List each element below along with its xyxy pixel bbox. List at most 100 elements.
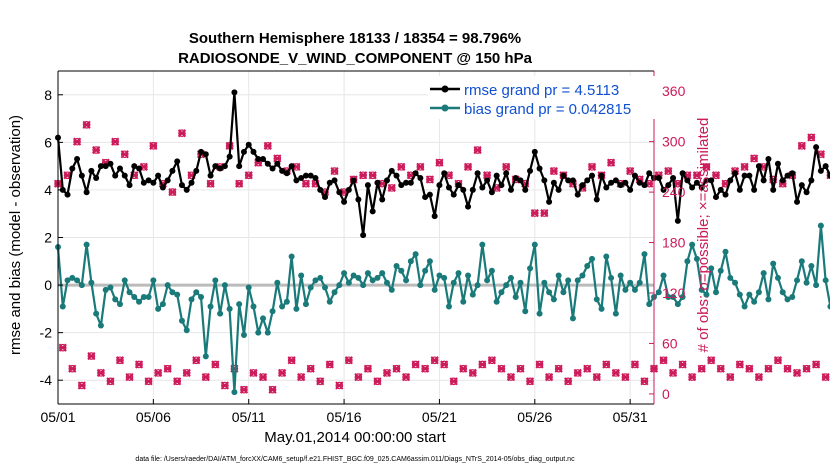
obs-assimilated-point <box>87 351 96 361</box>
obs-assimilated-point <box>306 364 315 373</box>
obs-assimilated-point <box>583 364 592 373</box>
bias-point <box>136 298 143 305</box>
y-tick-label-right: 0 <box>662 386 670 402</box>
bias-point <box>488 267 495 274</box>
rmse-point <box>207 172 214 179</box>
rmse-point <box>183 186 190 193</box>
rmse-point <box>140 179 147 186</box>
x-tick-label: 05/11 <box>232 409 266 425</box>
rmse-point <box>813 144 820 151</box>
rmse-point <box>522 186 529 193</box>
bias-point <box>717 267 724 274</box>
bias-point <box>617 272 624 279</box>
obs-assimilated-point <box>220 381 229 390</box>
rmse-point <box>245 141 252 148</box>
obs-assimilated-point <box>235 179 244 188</box>
rmse-point <box>345 186 352 193</box>
obs-assimilated-point <box>750 154 759 163</box>
bias-point <box>569 315 576 322</box>
bias-point <box>336 282 343 289</box>
obs-assimilated-point <box>754 372 764 382</box>
obs-assimilated-point <box>201 372 210 382</box>
obs-assimilated-point <box>483 171 492 180</box>
bias-point <box>360 282 367 289</box>
rmse-point <box>355 196 362 203</box>
obs-assimilated-point <box>92 145 101 155</box>
obs-assimilated-point <box>773 356 783 365</box>
series-layer <box>55 89 830 396</box>
rmse-point <box>445 184 452 191</box>
rmse-point <box>198 148 205 155</box>
rmse-point <box>312 175 319 182</box>
bias-point <box>722 248 729 255</box>
rmse-point <box>507 186 514 193</box>
rmse-point <box>493 172 500 179</box>
bias-point <box>293 305 300 312</box>
obs-assimilated-point <box>802 364 811 373</box>
y-tick-label-left: 2 <box>44 230 52 246</box>
x-tick-label: 05/26 <box>517 409 552 425</box>
y-tick-label-right: 180 <box>662 235 686 251</box>
rmse-point <box>579 182 586 189</box>
y-tick-label-right: 300 <box>662 134 686 150</box>
obs-assimilated-point <box>606 158 616 167</box>
obs-assimilated-point <box>525 377 535 386</box>
rmse-point <box>755 163 762 170</box>
obs-assimilated-point <box>640 377 649 386</box>
rmse-point <box>612 177 619 184</box>
obs-assimilated-point <box>82 120 91 129</box>
bias-point <box>69 274 76 281</box>
bias-point <box>631 286 638 293</box>
x-tick-label: 05/06 <box>136 409 171 425</box>
bias-point <box>813 282 820 289</box>
bias-point <box>226 305 233 312</box>
bias-point <box>469 291 476 298</box>
bias-point <box>102 286 109 293</box>
bias-point <box>188 296 195 303</box>
rmse-point <box>193 167 200 174</box>
bias-point <box>670 293 677 300</box>
bias-point <box>64 277 71 284</box>
rmse-point <box>746 172 753 179</box>
bias-point <box>546 289 553 296</box>
rmse-point <box>689 184 696 191</box>
legend-box <box>428 76 656 119</box>
bias-point <box>283 298 290 305</box>
obs-assimilated-point <box>544 372 554 382</box>
rmse-point <box>717 186 724 193</box>
rmse-point <box>331 177 338 184</box>
y-tick-label-right: 360 <box>662 83 686 99</box>
rmse-point <box>693 179 700 186</box>
rmse-point <box>97 163 104 170</box>
obs-assimilated-point <box>554 364 563 373</box>
obs-assimilated-point <box>621 372 630 382</box>
obs-assimilated-point <box>430 356 439 365</box>
bias-point <box>612 310 619 317</box>
bias-point <box>703 291 710 298</box>
obs-assimilated-point <box>354 372 363 382</box>
obs-assimilated-point <box>502 162 511 171</box>
bias-point <box>550 296 557 303</box>
obs-assimilated-point <box>173 377 182 386</box>
rmse-point <box>236 163 243 170</box>
bias-point <box>507 274 514 281</box>
obs-assimilated-point <box>149 141 158 150</box>
y-axis-label-left: rmse and bias (model - observation) <box>7 115 24 355</box>
obs-assimilated-point <box>111 137 120 146</box>
obs-assimilated-point <box>449 377 458 386</box>
rmse-point <box>774 160 781 167</box>
rmse-point <box>131 163 138 170</box>
bias-point <box>150 277 157 284</box>
bias-point <box>403 277 410 284</box>
bias-point <box>83 241 90 248</box>
bias-point <box>441 274 448 281</box>
obs-assimilated-point <box>325 360 334 369</box>
rmse-point <box>302 172 309 179</box>
bias-point <box>708 265 715 272</box>
chart-subtitle: RADIOSONDE_V_WIND_COMPONENT @ 150 hPa <box>178 50 533 67</box>
rmse-point <box>603 184 610 191</box>
bias-point <box>350 272 357 279</box>
bias-point <box>269 308 276 315</box>
rmse-point <box>169 167 176 174</box>
bias-point <box>302 301 309 308</box>
